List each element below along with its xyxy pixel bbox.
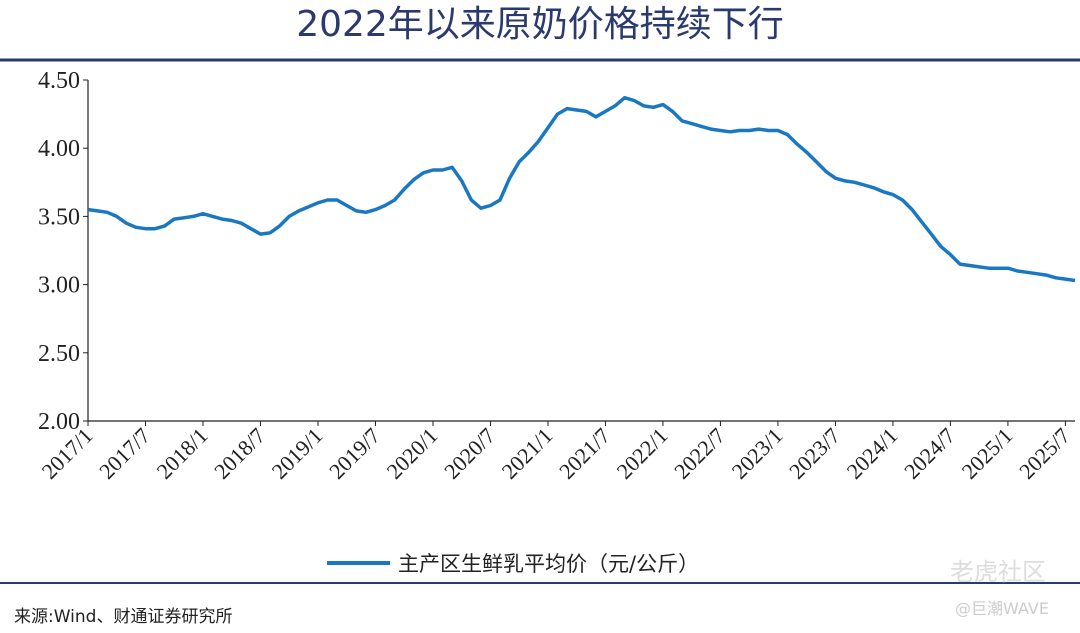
chart-title: 2022年以来原奶价格持续下行: [296, 4, 784, 45]
y-tick-label: 2.50: [38, 341, 80, 367]
watermark: @巨潮WAVE: [955, 599, 1049, 618]
y-tick-label: 2.00: [38, 409, 80, 435]
data-line: [87, 95, 1076, 283]
y-tick-label: 4.00: [38, 136, 80, 162]
y-tick-label: 3.50: [38, 204, 80, 230]
legend-label: 主产区生鲜乳平均价（元/公斤）: [398, 552, 699, 576]
source: 来源:Wind、财通证券研究所: [14, 607, 232, 627]
y-tick-label: 3.00: [38, 273, 80, 299]
watermark: 老虎社区: [950, 558, 1046, 586]
y-tick-label: 4.50: [38, 68, 80, 94]
